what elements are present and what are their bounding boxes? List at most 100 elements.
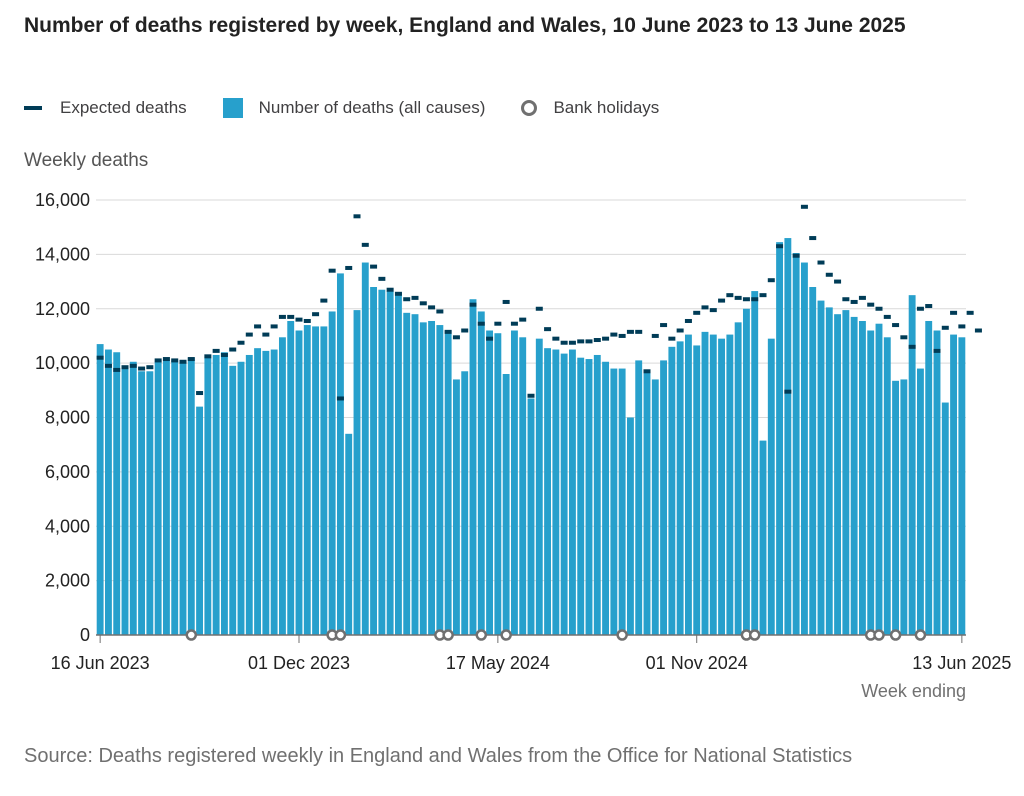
bank-holiday-marker[interactable]: [914, 629, 927, 641]
deaths-bar[interactable]: [568, 349, 576, 635]
deaths-bar[interactable]: [610, 368, 618, 635]
deaths-bar[interactable]: [883, 337, 891, 635]
expected-deaths-marker[interactable]: [370, 264, 378, 269]
deaths-bar[interactable]: [544, 348, 552, 635]
expected-deaths-marker[interactable]: [502, 299, 510, 304]
expected-deaths-marker[interactable]: [974, 328, 982, 333]
deaths-bar[interactable]: [270, 349, 278, 635]
expected-deaths-marker[interactable]: [850, 299, 858, 304]
deaths-bar[interactable]: [651, 379, 659, 635]
expected-deaths-marker[interactable]: [96, 355, 104, 360]
deaths-bar[interactable]: [560, 353, 568, 635]
deaths-bar[interactable]: [643, 371, 651, 635]
expected-deaths-marker[interactable]: [958, 324, 966, 329]
expected-deaths-marker[interactable]: [585, 339, 593, 344]
expected-deaths-marker[interactable]: [428, 305, 436, 310]
expected-deaths-marker[interactable]: [220, 352, 228, 357]
expected-deaths-marker[interactable]: [245, 332, 253, 337]
expected-deaths-marker[interactable]: [635, 329, 643, 334]
deaths-bar[interactable]: [254, 348, 262, 635]
deaths-bar[interactable]: [262, 350, 270, 635]
deaths-bar[interactable]: [900, 379, 908, 635]
deaths-bar[interactable]: [452, 379, 460, 635]
expected-deaths-marker[interactable]: [568, 340, 576, 345]
bank-holiday-marker[interactable]: [873, 629, 885, 641]
expected-deaths-marker[interactable]: [908, 344, 916, 349]
expected-deaths-marker[interactable]: [328, 268, 336, 273]
deaths-bar[interactable]: [867, 330, 875, 636]
deaths-bar[interactable]: [370, 287, 378, 635]
expected-deaths-marker[interactable]: [883, 314, 891, 319]
legend-item-expected[interactable]: Expected deaths: [24, 98, 187, 118]
deaths-bar[interactable]: [353, 310, 361, 635]
expected-deaths-marker[interactable]: [345, 265, 353, 270]
deaths-bar[interactable]: [287, 320, 295, 635]
deaths-bar[interactable]: [328, 311, 336, 635]
deaths-bar[interactable]: [204, 357, 212, 635]
expected-deaths-marker[interactable]: [618, 333, 626, 338]
deaths-bar[interactable]: [237, 361, 245, 635]
deaths-bar[interactable]: [585, 359, 593, 635]
expected-deaths-marker[interactable]: [767, 278, 775, 283]
expected-deaths-marker[interactable]: [403, 297, 411, 302]
deaths-bar[interactable]: [113, 352, 121, 635]
deaths-bar[interactable]: [618, 368, 626, 635]
deaths-bar[interactable]: [436, 325, 444, 635]
expected-deaths-marker[interactable]: [718, 298, 726, 303]
expected-deaths-marker[interactable]: [129, 363, 137, 368]
deaths-bar[interactable]: [245, 354, 253, 635]
expected-deaths-marker[interactable]: [386, 287, 394, 292]
expected-deaths-marker[interactable]: [278, 314, 286, 319]
expected-deaths-marker[interactable]: [726, 293, 734, 298]
expected-deaths-marker[interactable]: [577, 339, 585, 344]
deaths-bar[interactable]: [858, 320, 866, 635]
expected-deaths-marker[interactable]: [477, 321, 485, 326]
deaths-bar[interactable]: [626, 417, 634, 636]
deaths-bar[interactable]: [345, 433, 353, 635]
deaths-bar[interactable]: [709, 334, 717, 635]
expected-deaths-marker[interactable]: [113, 367, 121, 372]
deaths-bar[interactable]: [916, 368, 924, 635]
expected-deaths-marker[interactable]: [378, 276, 386, 281]
expected-deaths-marker[interactable]: [196, 391, 204, 396]
deaths-bar[interactable]: [751, 291, 759, 635]
deaths-bar[interactable]: [444, 330, 452, 636]
deaths-bar[interactable]: [295, 330, 303, 636]
deaths-bar[interactable]: [220, 352, 228, 635]
deaths-bar[interactable]: [386, 291, 394, 635]
deaths-bar[interactable]: [593, 354, 601, 635]
expected-deaths-marker[interactable]: [809, 236, 817, 241]
expected-deaths-marker[interactable]: [519, 317, 527, 322]
deaths-bar[interactable]: [187, 357, 195, 635]
deaths-bar[interactable]: [842, 310, 850, 635]
expected-deaths-marker[interactable]: [966, 310, 974, 315]
expected-deaths-marker[interactable]: [676, 328, 684, 333]
deaths-bar[interactable]: [96, 344, 104, 635]
deaths-bar[interactable]: [154, 361, 162, 635]
expected-deaths-marker[interactable]: [295, 317, 303, 322]
expected-deaths-marker[interactable]: [237, 340, 245, 345]
expected-deaths-marker[interactable]: [875, 306, 883, 311]
expected-deaths-marker[interactable]: [452, 335, 460, 340]
expected-deaths-marker[interactable]: [941, 325, 949, 330]
deaths-bar[interactable]: [577, 357, 585, 635]
expected-deaths-marker[interactable]: [320, 298, 328, 303]
deaths-bar[interactable]: [792, 253, 800, 635]
expected-deaths-marker[interactable]: [204, 354, 212, 359]
expected-deaths-marker[interactable]: [394, 291, 402, 296]
expected-deaths-marker[interactable]: [593, 338, 601, 343]
deaths-bar[interactable]: [162, 360, 170, 635]
bank-holiday-marker[interactable]: [748, 629, 761, 641]
deaths-bar[interactable]: [403, 312, 411, 635]
expected-deaths-marker[interactable]: [709, 308, 717, 313]
deaths-bar[interactable]: [196, 406, 204, 635]
deaths-bar[interactable]: [850, 316, 858, 635]
deaths-bar[interactable]: [817, 300, 825, 635]
deaths-bar[interactable]: [941, 402, 949, 635]
expected-deaths-marker[interactable]: [610, 332, 618, 337]
expected-deaths-marker[interactable]: [684, 318, 692, 323]
deaths-bar[interactable]: [469, 299, 477, 635]
deaths-bar[interactable]: [510, 330, 518, 636]
deaths-bar[interactable]: [660, 360, 668, 635]
expected-deaths-marker[interactable]: [287, 314, 295, 319]
